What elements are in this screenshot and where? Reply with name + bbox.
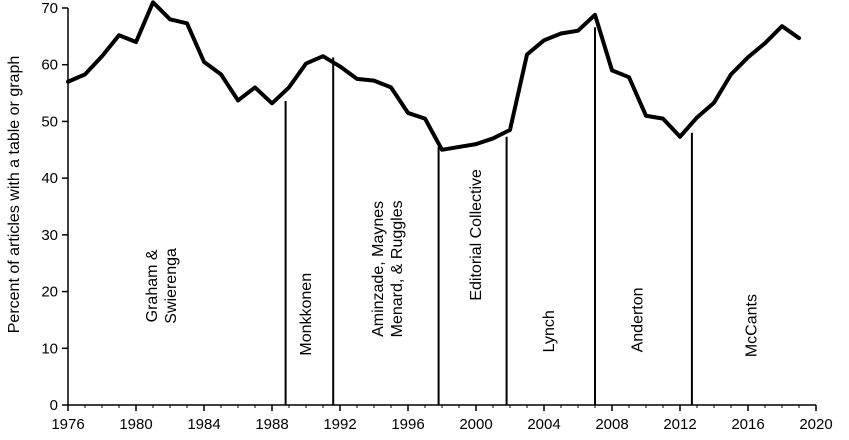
y-tick-label: 0 (50, 397, 58, 414)
y-tick-label: 10 (41, 340, 58, 357)
era-label-line: Monkkonen (298, 273, 315, 356)
x-tick-label: 2008 (595, 416, 628, 433)
era-label: Editorial Collective (468, 169, 485, 301)
era-label: McCants (743, 294, 760, 357)
series-line (66, 0, 801, 152)
x-tick-label: 1988 (255, 416, 288, 433)
x-tick-label: 1976 (51, 416, 84, 433)
x-tick-label: 2004 (527, 416, 560, 433)
y-tick-label: 20 (41, 284, 58, 301)
y-tick-label: 60 (41, 57, 58, 74)
x-tick-label: 1996 (391, 416, 424, 433)
y-axis-title: Percent of articles with a table or grap… (6, 56, 23, 333)
era-label: Aminzade, Maynes Menard, & Ruggles (370, 200, 406, 337)
era-label-line: Aminzade, Maynes (370, 201, 387, 337)
era-label: Anderton (630, 287, 647, 352)
y-tick-label: 70 (41, 0, 58, 17)
plot-area: Graham & Swierenga Monkkonen Aminzade, Mayn… (66, 0, 801, 405)
era-label: Graham & Swierenga (144, 248, 180, 324)
x-tick-label: 2020 (799, 416, 832, 433)
era-label-line: Graham & (144, 249, 161, 322)
x-tick-label: 2016 (731, 416, 764, 433)
x-tick-label: 1984 (187, 416, 220, 433)
era-label-line: McCants (743, 294, 760, 357)
y-tick-label: 40 (41, 170, 58, 187)
era-label-line: Lynch (541, 310, 558, 352)
era-label-line: Swierenga (163, 248, 180, 324)
x-tick-label: 2012 (663, 416, 696, 433)
axes: 0 10 20 30 40 50 60 70 1976 1980 1984 1988 1992 1996 2… (41, 0, 832, 433)
era-label: Monkkonen (298, 273, 315, 356)
era-label-line: Anderton (630, 287, 647, 352)
x-tick-label: 1980 (119, 416, 152, 433)
y-tick-label: 50 (41, 113, 58, 130)
x-tick-label: 1992 (323, 416, 356, 433)
x-tick-label: 2000 (459, 416, 492, 433)
era-label: Lynch (541, 310, 558, 352)
era-label-line: Editorial Collective (468, 169, 485, 301)
y-tick-label: 30 (41, 227, 58, 244)
era-label-line: Menard, & Ruggles (389, 200, 406, 337)
